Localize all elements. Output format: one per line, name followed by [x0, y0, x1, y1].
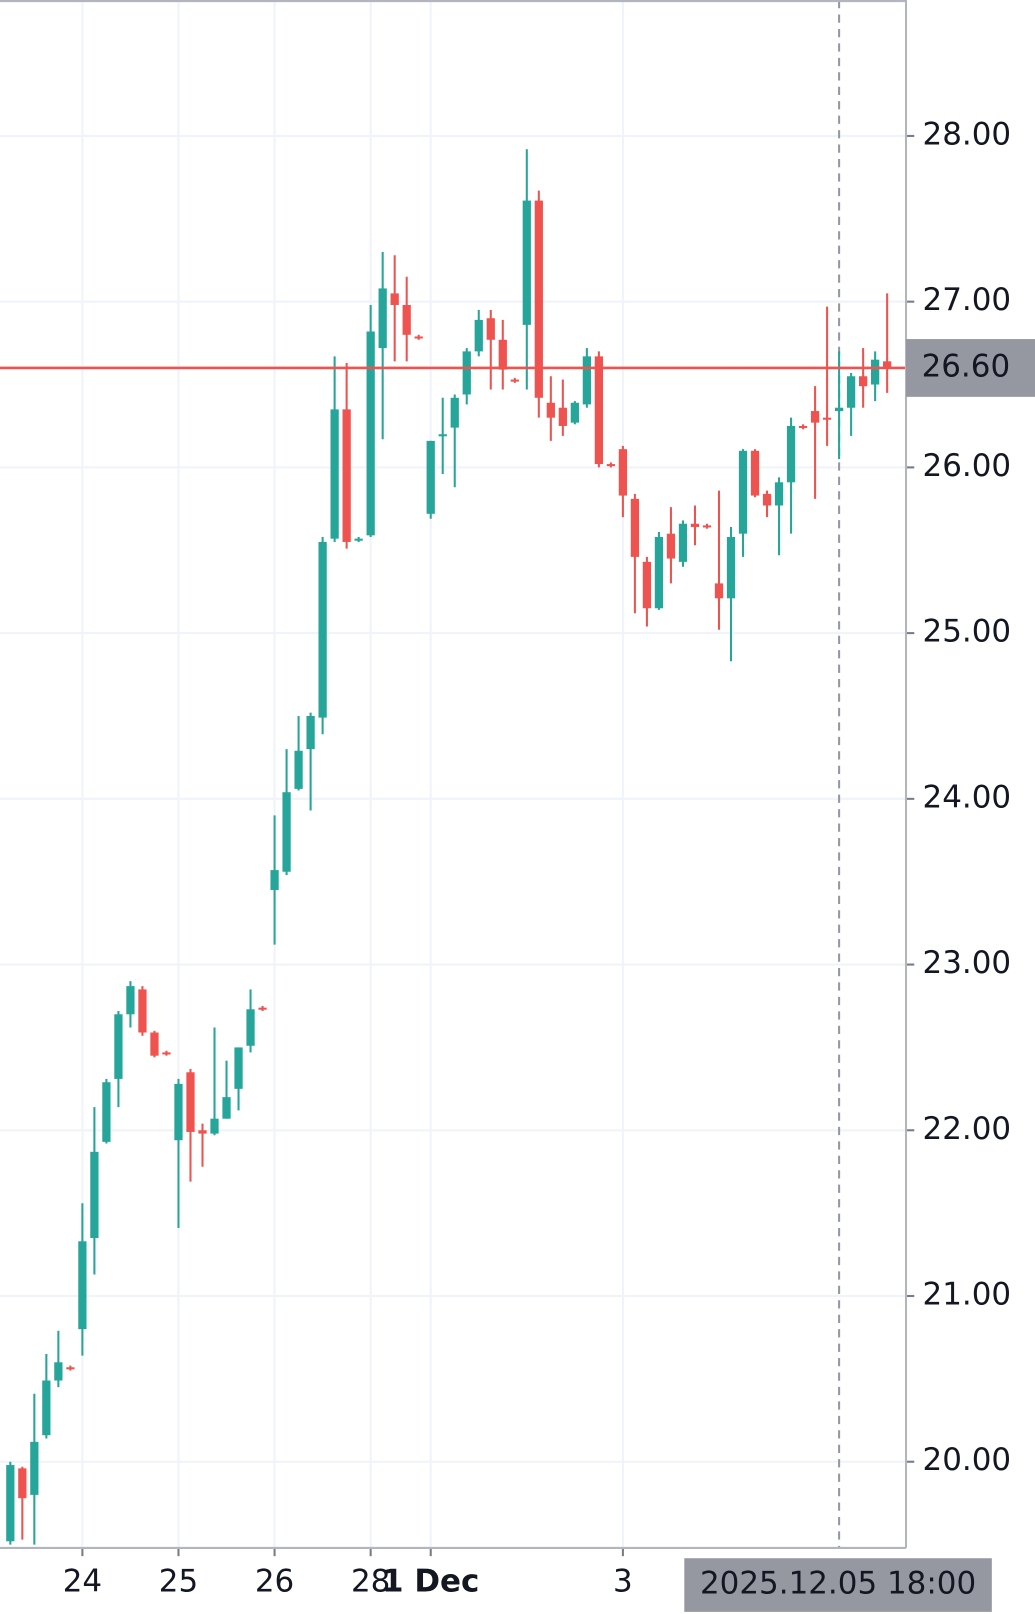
candle-body — [258, 1007, 267, 1010]
candle-body — [871, 359, 880, 385]
candle-body — [126, 986, 135, 1015]
candle-body — [846, 376, 856, 408]
candle-body — [6, 1465, 15, 1542]
candle-body — [294, 750, 303, 789]
candle-body — [474, 319, 483, 352]
candle-body — [138, 989, 147, 1033]
candle-body — [786, 425, 796, 483]
candle-body — [162, 1052, 171, 1055]
candle-body — [390, 293, 399, 305]
y-tick-label: 23.00 — [923, 945, 1012, 981]
candle-body — [594, 356, 604, 465]
candle-body — [462, 351, 471, 395]
candle-body — [342, 409, 351, 542]
crosshair-time-box — [684, 1558, 992, 1612]
crosshair-price-box — [906, 339, 1035, 397]
candle-body — [606, 464, 616, 467]
candle-body — [858, 376, 868, 387]
candle-body — [762, 493, 772, 506]
x-tick-label: 3 — [613, 1563, 633, 1599]
candle-body — [834, 407, 844, 412]
crosshair-price-label: 26.60 — [922, 348, 1011, 384]
candle-body — [198, 1130, 207, 1134]
candle-body — [174, 1083, 183, 1141]
candle-body — [883, 361, 892, 368]
candle-body — [186, 1072, 195, 1132]
x-tick-label: 26 — [255, 1563, 294, 1599]
candle-body — [42, 1380, 51, 1436]
candle-body — [798, 425, 808, 429]
candle-body — [738, 450, 748, 534]
candle-body — [78, 1241, 87, 1330]
candle-body — [654, 536, 664, 609]
candle-body — [702, 525, 712, 528]
candle-body — [666, 533, 676, 559]
x-tick-label: 25 — [159, 1563, 198, 1599]
x-tick-label: 1 Dec — [382, 1563, 479, 1599]
candle-body — [366, 331, 375, 536]
candle-body — [270, 870, 279, 890]
candle-body — [426, 440, 435, 514]
candle-body — [570, 402, 579, 423]
candle-body — [318, 541, 327, 718]
candle-body — [546, 402, 555, 418]
candle-body — [618, 449, 628, 496]
y-tick-label: 27.00 — [923, 282, 1012, 318]
candle-body — [750, 450, 760, 496]
candle-body — [498, 339, 507, 370]
candle-body — [486, 318, 495, 340]
candle-body — [54, 1362, 63, 1381]
candle-body — [18, 1468, 27, 1499]
candle-body — [114, 1014, 123, 1079]
candle-body — [246, 1009, 255, 1046]
candle-body — [558, 407, 567, 426]
candle-body — [378, 288, 387, 349]
x-tick-label: 24 — [63, 1563, 102, 1599]
candle-body — [306, 715, 315, 750]
candle-body — [414, 336, 423, 339]
y-tick-label: 26.00 — [923, 448, 1012, 484]
y-tick-label: 20.00 — [923, 1442, 1012, 1478]
candle-body — [30, 1441, 39, 1495]
candle-body — [222, 1097, 231, 1119]
candle-body — [102, 1082, 111, 1142]
y-tick-label: 25.00 — [923, 614, 1012, 650]
candle-body — [210, 1118, 219, 1134]
candle-body — [450, 397, 459, 428]
candle-body — [582, 356, 591, 405]
candle-body — [510, 379, 519, 382]
crosshair-time-label: 2025.12.05 18:00 — [700, 1566, 976, 1602]
candle-body — [66, 1367, 75, 1370]
candle-body — [630, 498, 640, 557]
candle-body — [822, 417, 832, 420]
candle-body — [810, 411, 820, 423]
y-tick-label: 28.00 — [923, 116, 1012, 152]
y-tick-label: 21.00 — [923, 1277, 1012, 1313]
candle-body — [714, 583, 724, 599]
candle-body — [642, 561, 652, 609]
candle-body — [150, 1032, 159, 1056]
candle-body — [522, 200, 531, 325]
candle-body — [438, 434, 447, 437]
candle-body — [534, 200, 543, 398]
candle-body — [678, 523, 688, 562]
candle-body — [282, 792, 291, 872]
candle-body — [330, 409, 339, 539]
candle-body — [90, 1151, 99, 1239]
y-tick-label: 24.00 — [923, 779, 1012, 815]
candle-body — [234, 1047, 243, 1089]
y-tick-label: 22.00 — [923, 1111, 1012, 1147]
candle-body — [402, 304, 411, 335]
candle-body — [774, 482, 784, 506]
x-tick-label: 28 — [351, 1563, 390, 1599]
candle-body — [690, 523, 700, 528]
candle-body — [726, 536, 736, 599]
candle-body — [354, 538, 363, 541]
